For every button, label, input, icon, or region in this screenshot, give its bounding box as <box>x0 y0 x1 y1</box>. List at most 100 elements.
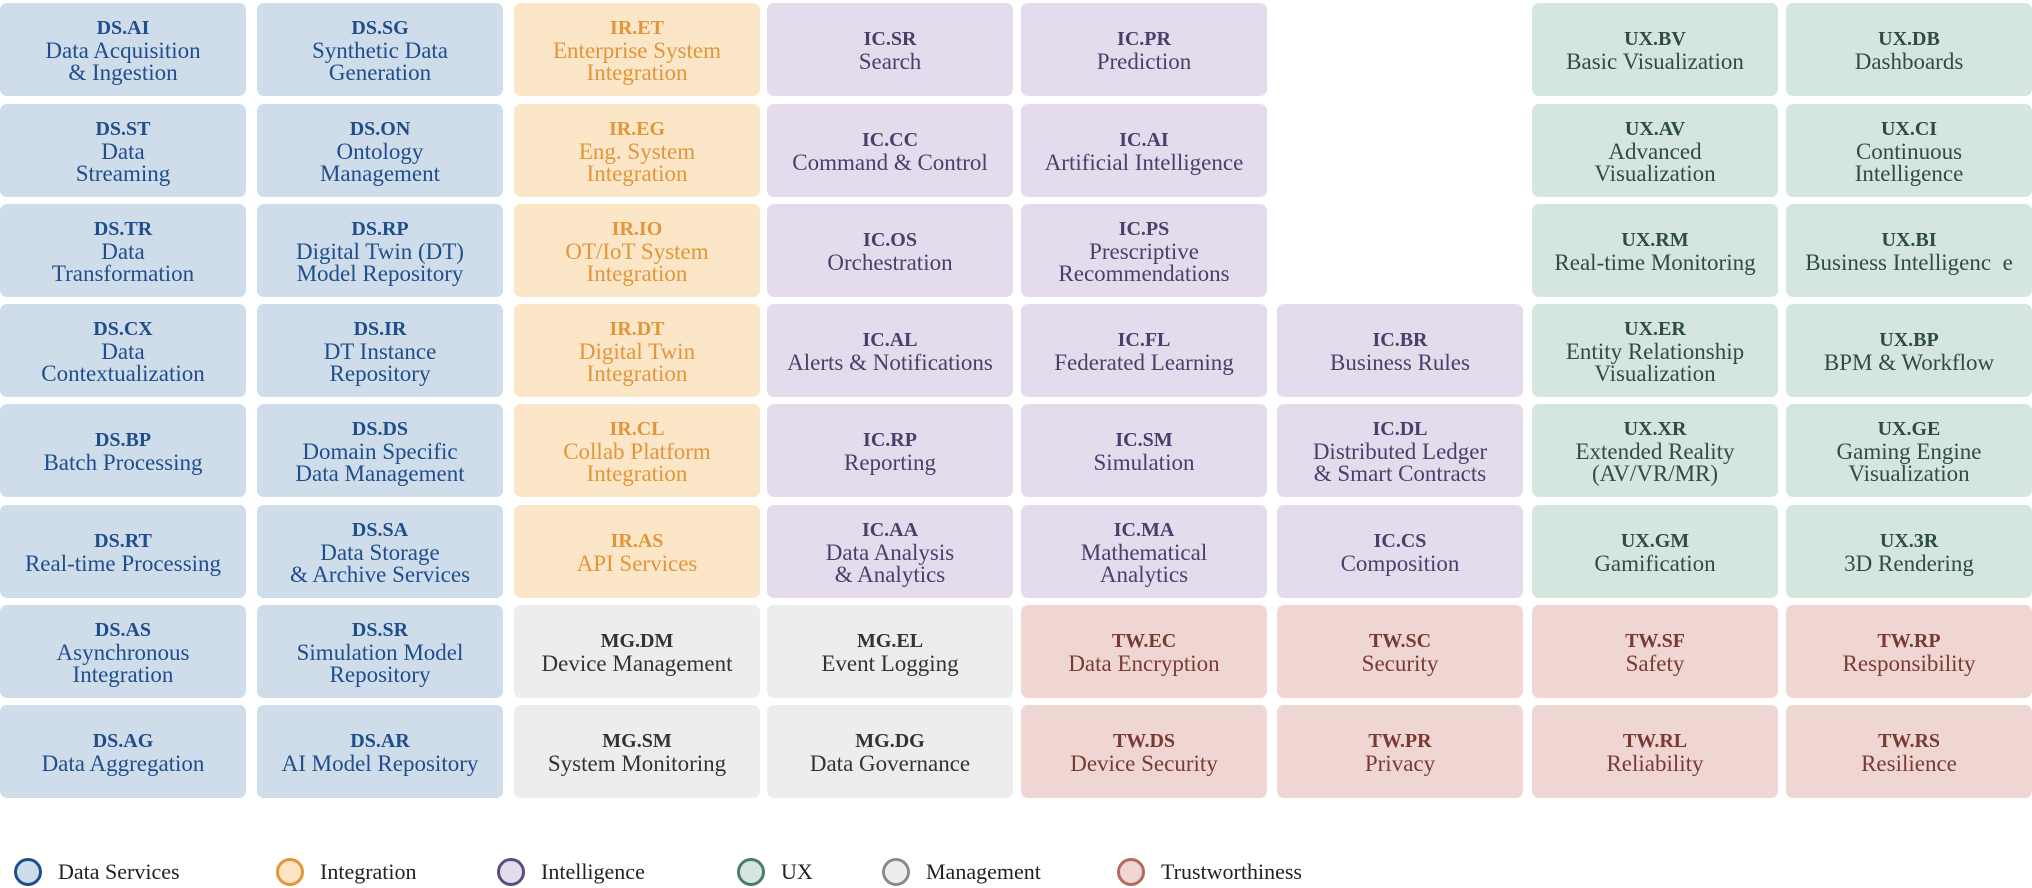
capability-cell-mg-dg: MG.DG Data Governance <box>767 705 1013 798</box>
capability-name: System Monitoring <box>547 750 727 776</box>
capability-code: IR.ET <box>610 16 664 39</box>
capability-name: Orchestration <box>827 249 953 275</box>
capability-name: Data Acquisition & Ingestion <box>45 37 201 85</box>
capability-cell-tw-ec: TW.EC Data Encryption <box>1021 605 1267 698</box>
legend-item-intelligence: Intelligence <box>497 856 645 888</box>
capability-cell-tw-sc: TW.SC Security <box>1277 605 1523 698</box>
capability-name: Safety <box>1625 650 1685 676</box>
capability-name: Alerts & Notifications <box>787 349 993 375</box>
capability-cell-ic-aa: IC.AA Data Analysis & Analytics <box>767 505 1013 598</box>
capability-name: Business Rules <box>1330 349 1470 375</box>
capability-code: TW.SF <box>1625 629 1685 652</box>
capability-code: IC.AA <box>861 518 919 541</box>
capability-cell-ir-io: IR.IO OT/IoT System Integration <box>514 204 760 297</box>
capability-name: Prediction <box>1096 48 1192 74</box>
capability-cell-ds-ds: DS.DS Domain Specific Data Management <box>257 404 503 497</box>
capability-code: DS.ST <box>95 117 151 140</box>
capability-name: Privacy <box>1364 750 1436 776</box>
capability-name: OT/IoT System Integration <box>565 238 709 286</box>
legend-label: Data Services <box>58 859 180 884</box>
capability-name: Data Encryption <box>1068 650 1220 676</box>
capability-name: Advanced Visualization <box>1594 138 1716 186</box>
capability-code: UX.DB <box>1878 27 1940 50</box>
capability-cell-ic-ps: IC.PS Prescriptive Recommendations <box>1021 204 1267 297</box>
capability-name: BPM & Workflow <box>1823 349 1995 375</box>
capability-name: DT Instance Repository <box>323 338 437 386</box>
capability-name: Data Analysis & Analytics <box>825 539 955 587</box>
capability-code: TW.DS <box>1112 729 1176 752</box>
capability-code: DS.CX <box>93 317 153 340</box>
capability-name: Distributed Ledger & Smart Contracts <box>1312 438 1488 486</box>
capability-name: Search <box>858 48 922 74</box>
ux-swatch-icon <box>737 858 765 886</box>
capability-name: Ontology Management <box>319 138 441 186</box>
capability-code: IR.AS <box>610 529 664 552</box>
integration-swatch-icon <box>276 858 304 886</box>
capability-code: UX.AV <box>1624 117 1686 140</box>
capability-name: Real-time Processing <box>24 550 222 576</box>
capability-cell-ic-rp: IC.RP Reporting <box>767 404 1013 497</box>
capability-cell-tw-rs: TW.RS Resilience <box>1786 705 2032 798</box>
capability-name: Data Aggregation <box>41 750 205 776</box>
capability-cell-ds-rp: DS.RP Digital Twin (DT) Model Repository <box>257 204 503 297</box>
capability-name: Entity Relationship Visualization <box>1565 338 1745 386</box>
capability-cell-ic-ai: IC.AI Artificial Intelligence <box>1021 104 1267 197</box>
capability-name: Data Transformation <box>51 238 195 286</box>
capability-code: TW.EC <box>1111 629 1177 652</box>
capability-name: Eng. System Integration <box>578 138 696 186</box>
capability-code: DS.AG <box>92 729 154 752</box>
capability-code: IR.EG <box>608 117 666 140</box>
capability-code: IC.OS <box>863 228 917 251</box>
capability-cell-ds-st: DS.ST Data Streaming <box>0 104 246 197</box>
capability-code: IC.BR <box>1372 328 1428 351</box>
capability-name: Enterprise System Integration <box>553 37 721 85</box>
capability-code: UX.XR <box>1623 417 1687 440</box>
capability-cell-ds-bp: DS.BP Batch Processing <box>0 404 246 497</box>
capability-cell-mg-el: MG.EL Event Logging <box>767 605 1013 698</box>
capability-cell-tw-pr: TW.PR Privacy <box>1277 705 1523 798</box>
capability-code: DS.SA <box>351 518 409 541</box>
capability-name: Digital Twin (DT) Model Repository <box>296 238 464 286</box>
capability-code: UX.BP <box>1879 328 1939 351</box>
capability-code: DS.TR <box>93 217 153 240</box>
capability-cell-ic-pr: IC.PR Prediction <box>1021 3 1267 96</box>
capability-code: TW.SC <box>1368 629 1432 652</box>
capability-cell-ic-al: IC.AL Alerts & Notifications <box>767 304 1013 397</box>
capability-cell-ds-rt: DS.RT Real-time Processing <box>0 505 246 598</box>
capability-name: Collab Platform Integration <box>563 438 711 486</box>
capability-code: DS.BP <box>94 428 152 451</box>
legend: Data Services Integration Intelligence U… <box>0 848 2032 888</box>
capability-cell-ux-av: UX.AV Advanced Visualization <box>1532 104 1778 197</box>
capability-cell-tw-rl: TW.RL Reliability <box>1532 705 1778 798</box>
legend-item-management: Management <box>882 856 1041 888</box>
capability-cell-ux-bv: UX.BV Basic Visualization <box>1532 3 1778 96</box>
capability-name: Business Intelligenc e <box>1805 249 2013 275</box>
capability-cell-tw-ds: TW.DS Device Security <box>1021 705 1267 798</box>
capability-code: DS.SG <box>351 16 409 39</box>
capability-cell-ux-xr: UX.XR Extended Reality (AV/VR/MR) <box>1532 404 1778 497</box>
capability-name: Data Streaming <box>75 138 171 186</box>
capability-name: Security <box>1361 650 1439 676</box>
capability-name: Extended Reality (AV/VR/MR) <box>1575 438 1735 486</box>
capability-code: TW.RP <box>1877 629 1941 652</box>
capability-name: Device Management <box>541 650 733 676</box>
capability-name: Digital Twin Integration <box>578 338 696 386</box>
capability-name: Responsibility <box>1842 650 1976 676</box>
capability-cell-ux-bp: UX.BP BPM & Workflow <box>1786 304 2032 397</box>
capability-cell-ic-ma: IC.MA Mathematical Analytics <box>1021 505 1267 598</box>
capability-name: Federated Learning <box>1054 349 1234 375</box>
capability-cell-ds-sr: DS.SR Simulation Model Repository <box>257 605 503 698</box>
capability-code: IC.CS <box>1373 529 1427 552</box>
data-services-swatch-icon <box>14 858 42 886</box>
capability-code: UX.GM <box>1620 529 1690 552</box>
capability-cell-ux-ge: UX.GE Gaming Engine Visualization <box>1786 404 2032 497</box>
capability-code: IR.CL <box>609 417 665 440</box>
capability-code: TW.RL <box>1622 729 1688 752</box>
capability-cell-ic-cs: IC.CS Composition <box>1277 505 1523 598</box>
legend-label: UX <box>781 859 813 884</box>
capability-code: UX.BI <box>1881 228 1937 251</box>
legend-label: Integration <box>320 859 417 884</box>
capability-name: Simulation <box>1093 449 1195 475</box>
capability-code: UX.CI <box>1880 117 1938 140</box>
capability-code: IC.PS <box>1118 217 1170 240</box>
